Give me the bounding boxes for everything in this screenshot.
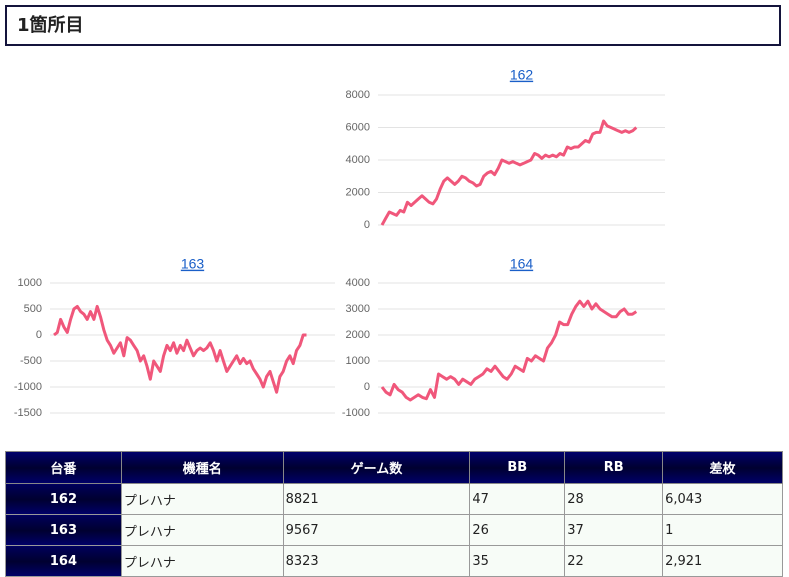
section-title: 1箇所目 [5,5,781,46]
table-cell: プレハナ [120,483,284,515]
column-header: RB [564,451,664,484]
y-tick-label: 0 [364,219,370,231]
table-cell: 1 [662,514,783,546]
table-cell: 8821 [282,483,471,515]
chart-title[interactable]: 163 [181,256,205,272]
y-tick-label: -1000 [342,407,370,419]
table-cell: 28 [564,483,664,515]
column-header: 台番 [5,451,122,484]
y-tick-label: 0 [36,329,42,341]
table-row: 164 プレハナ 8323 35 22 2,921 [5,545,783,577]
y-tick-label: 2000 [346,186,370,198]
column-header: ゲーム数 [282,451,471,484]
column-header: 差枚 [662,451,783,484]
machine-number: 162 [5,483,122,515]
y-tick-label: -1000 [14,381,42,393]
column-header: BB [469,451,566,484]
table-cell: プレハナ [120,514,284,546]
y-tick-label: 4000 [346,154,370,166]
header-row: 台番 機種名 ゲーム数 BB RB 差枚 [5,451,783,484]
table-cell: 22 [564,545,664,577]
table-cell: 35 [469,545,566,577]
table-cell: 37 [564,514,664,546]
y-tick-label: 2000 [346,329,370,341]
y-tick-label: 500 [24,303,42,315]
machine-number: 164 [5,545,122,577]
charts: 162 0 2000 4000 6000 8000 163 -1500 -1000 -500 0 50… [14,67,665,419]
y-tick-label: 0 [364,381,370,393]
column-header: 機種名 [120,451,284,484]
table-cell: 47 [469,483,566,515]
y-tick-label: 3000 [346,303,370,315]
table-cell: 2,921 [662,545,783,577]
data-table: 台番 機種名 ゲーム数 BB RB 差枚 162 プレハナ 8821 47 28 6,043 163 プ… [5,451,783,577]
series-line [53,304,307,394]
machine-number: 163 [5,514,122,546]
y-tick-label: 1000 [18,277,42,289]
y-tick-label: 1000 [346,355,370,367]
series-line [380,299,638,402]
y-tick-label: 6000 [346,121,370,133]
chart-title[interactable]: 164 [510,256,534,272]
table-row: 162 プレハナ 8821 47 28 6,043 [5,483,783,515]
table-cell: プレハナ [120,545,284,577]
table-body: 162 プレハナ 8821 47 28 6,043 163 プレハナ 9567 26 37 1 164 プ… [5,483,783,577]
y-tick-label: 8000 [346,89,370,101]
table-cell: 8323 [282,545,471,577]
table-cell: 6,043 [662,483,783,515]
table-row: 163 プレハナ 9567 26 37 1 [5,514,783,546]
chart-title[interactable]: 162 [510,67,534,83]
series-line [380,119,638,226]
table-cell: 26 [469,514,566,546]
y-tick-label: -500 [20,355,42,367]
y-tick-label: -1500 [14,407,42,419]
y-tick-label: 4000 [346,277,370,289]
table-cell: 9567 [282,514,471,546]
